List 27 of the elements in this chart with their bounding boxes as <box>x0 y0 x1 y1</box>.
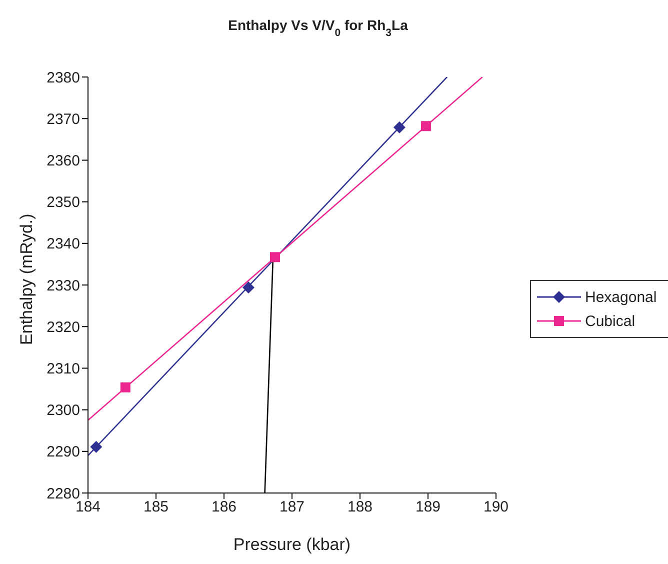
point <box>393 121 406 134</box>
legend-label: Hexagonal <box>585 288 657 306</box>
x-axis-title: Pressure (kbar) <box>233 535 351 554</box>
point <box>242 281 254 294</box>
y-tick-label: 2310 <box>46 360 80 378</box>
point <box>90 440 102 453</box>
y-tick-label: 2380 <box>46 69 80 86</box>
y-tick-label: 2300 <box>46 402 80 420</box>
y-tick-label: 2370 <box>46 110 80 128</box>
chart-title: Enthalpy Vs V/V$_{0}$ for Rh$_{3}$La <box>228 17 408 39</box>
y-tick-label: 2320 <box>46 318 80 336</box>
y-tick-label: 2360 <box>46 152 80 170</box>
point <box>420 121 431 132</box>
y-axis-title: Enthalpy (mRyd.) <box>17 214 36 345</box>
y-tick-label: 2340 <box>46 236 80 253</box>
x-tick-label: 190 <box>483 498 509 516</box>
y-tick-label: 2330 <box>46 277 80 294</box>
y-tick-label: 2350 <box>46 194 80 212</box>
x-tick-label: 189 <box>415 498 441 516</box>
x-tick-label: 187 <box>279 498 305 516</box>
point <box>120 382 130 392</box>
point <box>270 252 280 262</box>
y-tick-label: 2290 <box>46 444 80 461</box>
x-tick-label: 185 <box>143 498 169 516</box>
x-tick-label: 186 <box>211 498 237 516</box>
x-tick-label: 188 <box>347 498 373 516</box>
legend-label: Cubical <box>585 312 636 330</box>
